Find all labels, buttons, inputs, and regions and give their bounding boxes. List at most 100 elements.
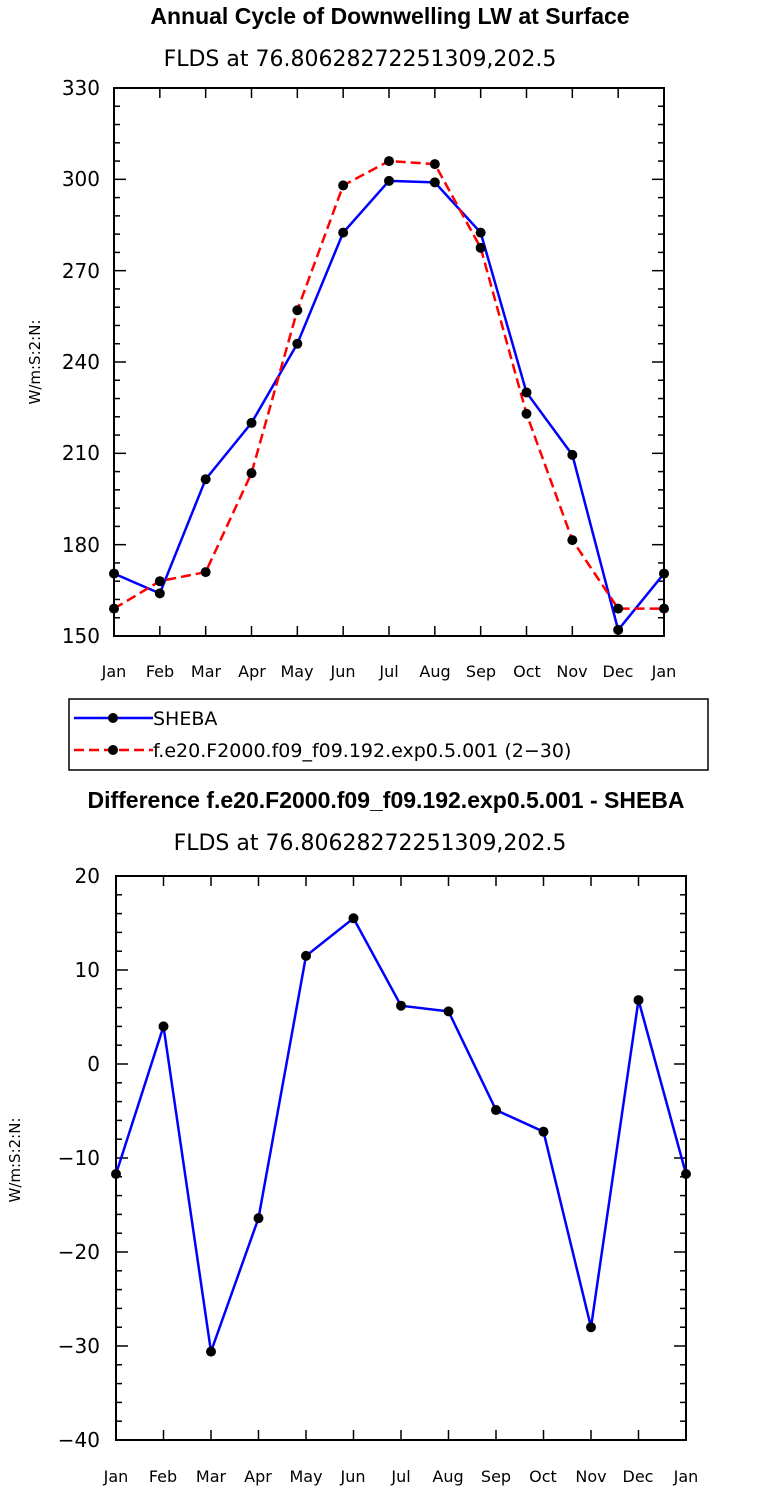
y-tick-label: 210 [62, 441, 100, 465]
data-point [567, 449, 578, 460]
legend-box [68, 698, 709, 771]
data-point [348, 913, 359, 924]
y-tick-label: 10 [75, 958, 100, 982]
y-tick-label: −30 [58, 1334, 100, 1358]
y-axis-label: W/m:S:2:N: [26, 320, 44, 405]
x-tick-label: Oct [529, 1467, 557, 1486]
data-point [154, 588, 165, 599]
x-tick-label: Sep [466, 662, 496, 681]
x-tick-label: Oct [513, 662, 541, 681]
data-point [681, 1168, 691, 1179]
x-tick-label: Apr [244, 1467, 272, 1486]
annual-cycle-chart: Annual Cycle of Downwelling LW at Surfac… [26, 3, 709, 771]
chart-title: Annual Cycle of Downwelling LW at Surfac… [150, 3, 629, 29]
y-tick-label: −20 [58, 1240, 100, 1264]
x-tick-label: Aug [432, 1467, 463, 1486]
axis-ticks [115, 875, 687, 1441]
data-point [613, 603, 624, 614]
y-tick-label: 240 [62, 350, 100, 374]
x-tick-label: Mar [191, 662, 222, 681]
y-tick-labels: 150 180 210 240 270 300 330 [62, 76, 100, 648]
y-tick-label: 0 [87, 1052, 100, 1076]
data-point [292, 338, 303, 349]
x-tick-label: Jul [378, 662, 398, 681]
x-tick-label: Mar [196, 1467, 227, 1486]
axis-ticks [113, 87, 665, 637]
x-tick-label: Apr [238, 662, 266, 681]
data-point [443, 1006, 454, 1017]
data-point [491, 1105, 501, 1116]
legend-label-model: f.e20.F2000.f09_f09.192.exp0.5.001 (2−30… [153, 740, 571, 762]
data-point [109, 603, 119, 614]
data-point [521, 408, 532, 419]
x-tick-label: Jan [103, 1467, 129, 1486]
y-tick-label: 270 [62, 259, 100, 283]
x-tick-label: Jan [101, 662, 127, 681]
x-tick-label: Dec [623, 1467, 654, 1486]
series-layer [111, 913, 691, 1357]
x-tick-label: May [280, 662, 313, 681]
data-point [384, 175, 394, 186]
data-point [396, 1000, 406, 1011]
x-tick-labels: Jan Feb Mar Apr May Jun Jul Aug Sep Oct … [103, 1467, 699, 1486]
data-point [338, 227, 349, 238]
series-layer [109, 156, 669, 635]
x-tick-label: Dec [603, 662, 634, 681]
data-point [109, 568, 119, 579]
x-tick-label: May [289, 1467, 322, 1486]
data-point [659, 568, 669, 579]
x-tick-label: Jan [673, 1467, 699, 1486]
data-point [206, 1346, 216, 1357]
y-tick-label: 150 [62, 624, 100, 648]
x-tick-labels: Jan Feb Mar Apr May Jun Jul Aug Sep Oct … [101, 662, 677, 681]
x-tick-label: Aug [419, 662, 450, 681]
data-point [301, 950, 311, 961]
data-point [246, 417, 257, 428]
data-point [613, 624, 624, 635]
legend-marker-model [108, 745, 118, 755]
data-point [338, 180, 349, 191]
data-point [111, 1168, 121, 1179]
data-point [475, 242, 486, 253]
x-tick-label: Nov [575, 1467, 606, 1486]
data-point [567, 535, 578, 546]
x-tick-label: Feb [146, 662, 174, 681]
y-axis-label: W/m:S:2:N: [6, 1118, 24, 1203]
x-tick-label: Jul [390, 1467, 410, 1486]
chart-subtitle: FLDS at 76.80628272251309,202.5 [174, 831, 567, 856]
y-tick-label: −40 [58, 1428, 100, 1452]
x-tick-label: Feb [149, 1467, 177, 1486]
x-tick-label: Jun [340, 1467, 366, 1486]
data-point [292, 305, 303, 316]
data-point [384, 156, 394, 167]
x-tick-label: Sep [481, 1467, 511, 1486]
legend: SHEBA f.e20.F2000.f09_f09.192.exp0.5.001… [68, 698, 709, 771]
data-point [200, 474, 211, 485]
y-tick-label: 20 [75, 864, 100, 888]
data-point [659, 603, 669, 614]
data-point [200, 567, 211, 578]
data-point [429, 159, 440, 170]
y-tick-label: 300 [62, 167, 100, 191]
difference-chart: Difference f.e20.F2000.f09_f09.192.exp0.… [6, 787, 698, 1486]
data-point [538, 1126, 549, 1137]
data-point [586, 1322, 596, 1333]
chart-subtitle: FLDS at 76.80628272251309,202.5 [164, 47, 557, 72]
data-point [633, 995, 644, 1006]
legend-label-sheba: SHEBA [153, 708, 217, 730]
x-tick-label: Nov [556, 662, 587, 681]
data-point [246, 468, 257, 479]
data-point [429, 177, 440, 188]
y-tick-label: 180 [62, 533, 100, 557]
chart-title: Difference f.e20.F2000.f09_f09.192.exp0.… [87, 787, 684, 813]
data-point [475, 227, 486, 238]
data-point [253, 1213, 264, 1224]
x-tick-label: Jan [651, 662, 677, 681]
y-tick-label: 330 [62, 76, 100, 100]
data-point [158, 1021, 169, 1032]
y-tick-labels: −40 −30 −20 −10 0 10 20 [58, 864, 100, 1452]
legend-marker-sheba [108, 713, 118, 723]
data-point [521, 387, 532, 398]
y-tick-label: −10 [58, 1146, 100, 1170]
